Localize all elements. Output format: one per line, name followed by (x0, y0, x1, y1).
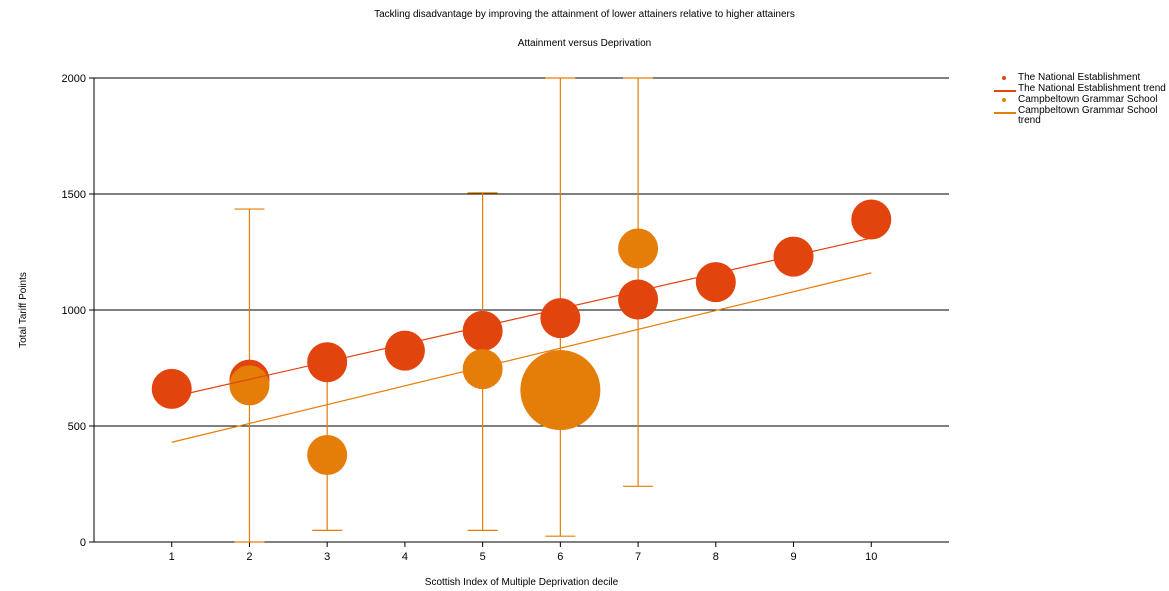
x-tick-label: 10 (865, 551, 877, 563)
bubble-point (540, 298, 581, 339)
bubble-point (695, 262, 736, 303)
trend-line (171, 237, 872, 398)
y-tick-label: 500 (68, 421, 86, 433)
y-tick-label: 1500 (62, 189, 86, 201)
x-tick-label: 1 (169, 551, 175, 563)
legend-item-national-trend: The National Establishment trend (994, 84, 1169, 94)
x-axis-title: Scottish Index of Multiple Deprivation d… (425, 577, 619, 588)
x-tick-label: 9 (790, 551, 796, 563)
bubble-point (229, 365, 270, 406)
bubble-point (618, 228, 659, 269)
bubble-point (462, 310, 503, 351)
x-tick-label: 8 (713, 551, 719, 563)
x-tick-label: 4 (402, 551, 408, 563)
x-tick-label: 2 (246, 551, 252, 563)
bubble-point (773, 236, 814, 277)
chart-subtitle: Attainment versus Deprivation (517, 38, 652, 49)
legend-label: The National Establishment trend (1018, 83, 1166, 94)
legend-item-national: The National Establishment (994, 73, 1169, 83)
legend-marker-national (994, 73, 1018, 83)
legend-line-national-trend (994, 84, 1018, 94)
bubble-point (462, 349, 503, 390)
x-tick-label: 6 (557, 551, 563, 563)
legend-label: Campbeltown Grammar School (1018, 94, 1158, 105)
legend-label: The National Establishment (1018, 72, 1141, 83)
bubble-point (851, 199, 892, 240)
x-tick-label: 3 (324, 551, 330, 563)
bubble-point (618, 279, 659, 320)
x-tick-label: 5 (480, 551, 486, 563)
y-tick-label: 1000 (62, 305, 86, 317)
x-tick-label: 7 (635, 551, 641, 563)
legend-label: Campbeltown Grammar School trend (1018, 105, 1158, 126)
bubble-point (520, 350, 601, 431)
y-tick-label: 2000 (62, 73, 86, 85)
legend-line-campbeltown-trend (994, 106, 1018, 116)
chart-title: Tackling disadvantage by improving the a… (374, 9, 795, 20)
chart-legend: The National Establishment The National … (994, 73, 1169, 127)
bubble-point (307, 435, 348, 475)
bubble-point (384, 330, 425, 371)
y-tick-label: 0 (80, 537, 86, 549)
legend-marker-campbeltown (994, 95, 1018, 105)
bubble-point (151, 368, 192, 409)
y-axis-title: Total Tariff Points (18, 272, 29, 348)
legend-item-campbeltown-trend: Campbeltown Grammar School trend (994, 106, 1169, 126)
trend-line (171, 272, 872, 443)
legend-item-campbeltown: Campbeltown Grammar School (994, 95, 1169, 105)
